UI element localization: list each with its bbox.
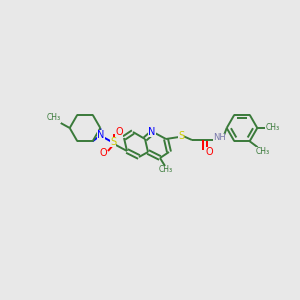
Text: N: N — [148, 127, 156, 137]
Text: O: O — [115, 127, 123, 137]
Text: S: S — [110, 137, 116, 147]
Text: O: O — [99, 148, 107, 158]
Text: CH₃: CH₃ — [256, 147, 270, 156]
Text: CH₃: CH₃ — [265, 124, 279, 133]
Text: CH₃: CH₃ — [159, 166, 173, 175]
Text: CH₃: CH₃ — [46, 113, 61, 122]
Text: NH: NH — [213, 134, 225, 142]
Text: S: S — [178, 131, 184, 141]
Text: O: O — [205, 147, 213, 157]
Text: N: N — [97, 130, 105, 140]
